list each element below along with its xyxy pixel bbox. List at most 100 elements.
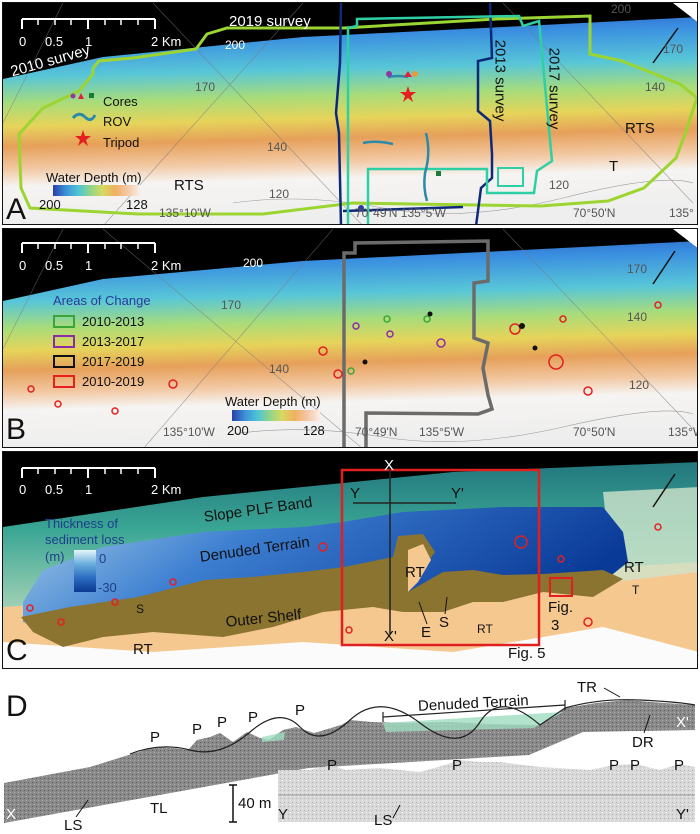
survey-2013-line-left <box>334 3 343 224</box>
contour-label: 170 <box>221 298 242 312</box>
contour-label: 120 <box>549 178 570 192</box>
deep-water-mask <box>3 3 697 79</box>
panel-letter: D <box>6 690 28 723</box>
survey-2017-outline <box>346 14 554 224</box>
profile-label-y-prime: Y' <box>451 485 464 502</box>
change-area-markers <box>26 523 662 634</box>
legend-tripod: Tripod <box>103 135 140 150</box>
terrain-label-t: T <box>632 583 640 597</box>
colorbar-title: Water Depth (m) <box>225 394 321 409</box>
colorbar-max: 0 <box>99 551 107 566</box>
profile-label-y-prime: Y' <box>676 806 689 823</box>
vertical-scale-label: 40 m <box>238 795 272 812</box>
peak-label: P <box>327 757 338 774</box>
tripod-marker <box>400 86 416 102</box>
profile-x-section <box>4 700 695 823</box>
peak-label: P <box>192 721 203 738</box>
bathymetry-map-b <box>3 229 697 447</box>
panel-b-areas-of-change-map: 0 0.5 1 2 Km 200 170 170 140 140 120 Are… <box>2 228 698 448</box>
figure-ref-fig3-number: 3 <box>551 617 560 634</box>
tr-label: TR <box>577 679 597 696</box>
terrain-label-rt: RT <box>405 564 425 581</box>
scale-bar <box>21 18 156 29</box>
denuded-terrain-band <box>383 712 563 732</box>
peak-label: P <box>150 729 161 746</box>
legend-swatch-2017-2019 <box>53 355 75 368</box>
colorbar-max: 128 <box>126 197 148 212</box>
survey-2019-label: 2019 survey <box>229 13 311 30</box>
profile-label-x-prime: X' <box>676 714 689 731</box>
scale-label: 0 <box>19 482 27 497</box>
colorbar-unit: (m) <box>45 549 65 564</box>
terrain-label-e: E <box>421 624 432 641</box>
colorbar-max: 128 <box>303 423 325 438</box>
panel-letter: B <box>6 413 27 446</box>
coord-label: 70°50'N <box>573 206 616 220</box>
contour-label: 140 <box>627 310 648 324</box>
contour-label: 200 <box>611 2 632 16</box>
peak-label: P <box>674 757 685 774</box>
terrain-label-rt: RT <box>624 559 644 576</box>
coord-label: 70°49'N 135°5'W <box>355 206 446 220</box>
contour-label: 170 <box>195 80 216 94</box>
scale-label: 0.5 <box>45 482 64 497</box>
study-area-outline <box>342 239 495 447</box>
contour-label: 170 <box>663 42 684 56</box>
core-circle-icon <box>70 93 76 99</box>
scale-label: 2 Km <box>151 34 182 49</box>
terrain-label-rt: RT <box>133 641 153 658</box>
scale-label: 1 <box>85 34 93 49</box>
sediment-loss-map <box>3 452 697 668</box>
coord-label: 135°10'W <box>163 425 215 439</box>
legend-swatch-2013-2017 <box>53 335 75 348</box>
scale-label: 0.5 <box>45 34 64 49</box>
scale-label: 0.5 <box>45 258 64 273</box>
colorbar-title: sediment loss <box>45 532 125 547</box>
contour-label: 170 <box>627 262 648 276</box>
tl-label: TL <box>150 800 168 817</box>
ls-label: LS <box>64 817 83 834</box>
sediment-band-area <box>21 534 623 647</box>
change-area-markers <box>27 301 662 415</box>
peak-label: P <box>452 757 463 774</box>
profile-label-y: Y <box>350 485 361 502</box>
peak-label: P <box>609 757 620 774</box>
scale-bar <box>21 467 156 478</box>
terrain-label-rts: RTS <box>174 177 204 194</box>
contour-label: 120 <box>629 378 650 392</box>
colorbar-min: -30 <box>98 580 117 595</box>
legend-title: Areas of Change <box>53 293 151 308</box>
coord-label: 70°50'N <box>573 425 616 439</box>
figure-ref-fig5: Fig. 5 <box>508 645 546 662</box>
colorbar-min: 200 <box>39 197 61 212</box>
terrain-label-s: S <box>136 602 145 616</box>
denuded-terrain-bracket <box>382 700 566 722</box>
core-triangle-icon <box>78 93 84 99</box>
scale-label: 2 Km <box>151 482 182 497</box>
contour-label: 140 <box>269 362 290 376</box>
depth-colorbar <box>53 185 140 196</box>
annotation-arrows <box>75 687 651 819</box>
seismic-profiles <box>4 687 696 823</box>
coord-label: 135°5'W <box>419 425 465 439</box>
coord-label: 135°W <box>668 425 697 439</box>
legend-rov: ROV <box>103 114 132 129</box>
depth-colorbar <box>232 410 320 421</box>
legend-label: 2013-2017 <box>82 334 145 349</box>
survey-2013-label: 2013 survey <box>491 39 509 122</box>
peak-label: P <box>295 702 306 719</box>
profile-y-section <box>278 760 695 822</box>
panel-d-seismic-profiles: D P P P P P Denuded Terrain TR DR X' X L… <box>0 670 700 834</box>
legend-cores: Cores <box>103 94 138 109</box>
legend-label: 2017-2019 <box>82 354 145 369</box>
colorbar-min: 200 <box>227 423 249 438</box>
peak-label: P <box>248 709 259 726</box>
fig5-extent-box <box>340 468 541 647</box>
scale-label: 1 <box>85 482 93 497</box>
core-square-icon <box>89 93 94 98</box>
colorbar-title: Water Depth (m) <box>46 170 142 185</box>
coord-label: 135°10'W <box>159 206 211 220</box>
contour-label: 200 <box>225 38 246 52</box>
profile-label-x: X <box>384 457 395 474</box>
panel-c-sediment-loss-map: 0 0.5 1 2 Km X X' Y Y' Slope PLF Band De… <box>2 451 698 669</box>
